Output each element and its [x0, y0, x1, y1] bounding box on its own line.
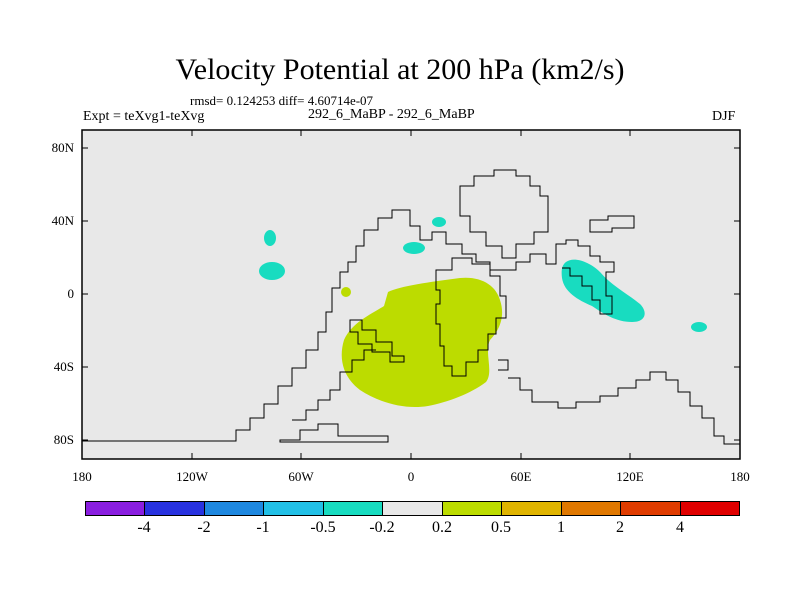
coastline-africa: [435, 257, 507, 377]
y-tick-label: 0: [67, 286, 75, 301]
stats-text: rmsd= 0.124253 diff= 4.60714e-07: [190, 93, 374, 108]
colorbar-swatch: [442, 502, 503, 515]
negative-anomaly-spot: [259, 262, 285, 280]
x-tick-label: 60E: [510, 469, 532, 484]
colorbar-swatch: [264, 502, 324, 515]
colorbar-swatch: [502, 502, 562, 515]
coastline-sea-ice-edge: [498, 359, 509, 371]
colorbar-label: -0.2: [369, 519, 395, 536]
colorbar-swatch: [621, 502, 681, 515]
y-tick-label: 40S: [53, 359, 74, 374]
colorbar-label: 2: [616, 519, 624, 536]
colorbar-label: 1: [557, 519, 565, 536]
colorbar-label: -2: [197, 519, 211, 536]
coastline-south-tip: [279, 423, 389, 443]
colorbar-swatch: [86, 502, 146, 515]
negative-anomaly-spot: [403, 242, 425, 254]
negative-anomaly-spot: [691, 322, 707, 332]
x-tick-label: 60W: [288, 469, 314, 484]
y-tick-label: 40N: [51, 213, 74, 228]
x-tick-label: 180: [730, 469, 750, 484]
colorbar-swatch: [145, 502, 205, 515]
colorbar-label: 0.5: [491, 519, 511, 536]
x-tick-label: 0: [407, 469, 415, 484]
colorbar-swatch: [323, 502, 384, 515]
coastline-eurasia: [500, 239, 615, 315]
y-tick-label: 80N: [51, 140, 74, 155]
coastline-australia: [508, 371, 740, 445]
colorbar-label: 0.2: [432, 519, 452, 536]
coastline-americas: [82, 209, 500, 442]
coastlines: [82, 169, 740, 445]
positive-anomaly-region: [341, 277, 503, 408]
x-tick-label: 120W: [176, 469, 208, 484]
experiment-label: Expt = teXvg1-teXvg: [83, 109, 205, 124]
tick-marks: [81, 130, 741, 459]
negative-anomaly-spot: [432, 217, 446, 227]
colorbar-label: -1: [256, 519, 270, 536]
plot-title: Velocity Potential at 200 hPa (km2/s): [175, 53, 625, 86]
coastline-greenland: [459, 169, 549, 259]
x-tick-label: 180: [72, 469, 92, 484]
case-label: 292_6_MaBP - 292_6_MaBP: [308, 107, 475, 122]
positive-anomaly-spot: [341, 287, 351, 297]
colorbar-label: -4: [137, 519, 151, 536]
y-tick-label: 80S: [53, 432, 74, 447]
negative-anomaly-region: [561, 259, 645, 322]
coastline-asia-north: [589, 215, 635, 233]
negative-anomaly-spot: [264, 230, 276, 246]
colorbar-swatch: [680, 502, 739, 515]
colorbar: [85, 501, 740, 516]
colorbar-label: -0.5: [310, 519, 336, 536]
season-label: DJF: [712, 109, 736, 124]
colorbar-swatch: [561, 502, 622, 515]
colorbar-swatch: [383, 502, 443, 515]
x-tick-label: 120E: [616, 469, 644, 484]
colorbar-label: 4: [676, 519, 684, 536]
colorbar-swatch: [204, 502, 265, 515]
coastline-south-america: [292, 319, 405, 421]
